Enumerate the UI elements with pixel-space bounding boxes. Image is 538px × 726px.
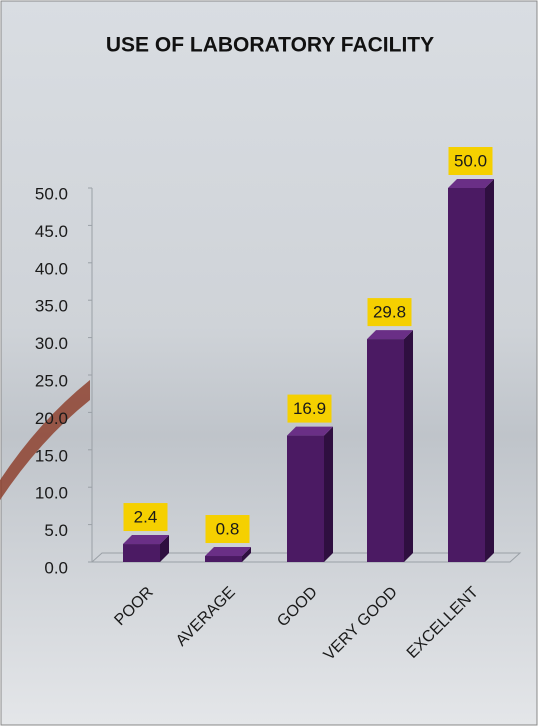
bar xyxy=(123,544,160,562)
bar-side xyxy=(324,426,333,562)
bar xyxy=(287,435,324,562)
floor-track xyxy=(0,380,90,500)
value-label: 16.9 xyxy=(293,399,326,418)
y-tick-label: 10.0 xyxy=(35,484,68,503)
y-tick-label: 25.0 xyxy=(35,371,68,390)
y-tick-label: 30.0 xyxy=(35,334,68,353)
y-tick-label: 0.0 xyxy=(44,558,68,577)
bar-side xyxy=(404,330,413,562)
bar-side xyxy=(485,179,494,562)
value-label: 2.4 xyxy=(134,508,158,527)
value-label-bg xyxy=(123,503,168,532)
bar-top xyxy=(287,426,333,436)
value-label-bg xyxy=(448,147,493,175)
value-label-bg xyxy=(205,515,250,544)
chart-title: USE OF LABORATORY FACILITY xyxy=(106,34,434,57)
value-label-bg xyxy=(367,298,412,327)
bar-top xyxy=(448,179,494,188)
value-label: 50.0 xyxy=(454,151,487,170)
y-tick-label: 5.0 xyxy=(44,521,68,540)
value-label-bg xyxy=(287,394,332,423)
bar xyxy=(448,188,485,562)
bar-top xyxy=(123,535,169,545)
y-tick-label: 20.0 xyxy=(35,409,68,428)
bar-side xyxy=(160,535,169,562)
bar-top xyxy=(205,547,251,557)
y-tick-label: 50.0 xyxy=(35,184,68,203)
bar-top xyxy=(367,330,413,340)
bar xyxy=(367,339,404,562)
bar-side xyxy=(242,547,251,562)
value-label: 0.8 xyxy=(216,520,240,539)
value-label: 29.8 xyxy=(373,303,406,322)
y-tick-label: 45.0 xyxy=(35,222,68,241)
y-tick-label: 15.0 xyxy=(35,446,68,465)
y-tick-label: 35.0 xyxy=(35,297,68,316)
bar xyxy=(205,556,242,562)
y-tick-label: 40.0 xyxy=(35,259,68,278)
